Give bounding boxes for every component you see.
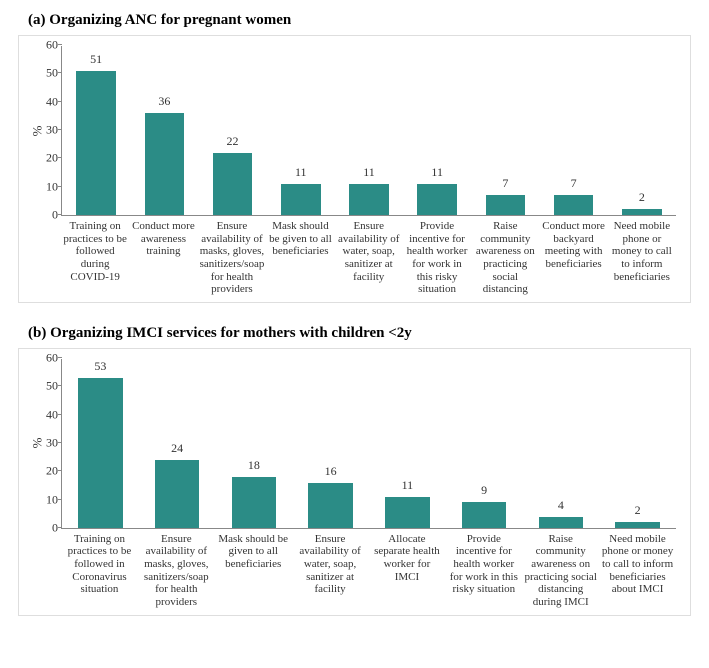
chart-b-bar-slot: 9 xyxy=(446,359,523,528)
chart-a-ytick: 30 xyxy=(34,123,58,138)
chart-b-bar-value: 2 xyxy=(635,503,641,518)
chart-a-bar-rect xyxy=(76,71,116,216)
chart-a-bar-value: 11 xyxy=(363,165,375,180)
chart-b-bar-slot: 2 xyxy=(599,359,676,528)
chart-a-ytick: 40 xyxy=(34,94,58,109)
chart-b-bar-slot: 11 xyxy=(369,359,446,528)
chart-b-ytick: 60 xyxy=(34,350,58,365)
chart-a-bar-slot: 11 xyxy=(335,46,403,215)
chart-a-plot: %0102030405060513622111111772 xyxy=(61,46,676,216)
chart-b-bar-rect xyxy=(462,502,507,528)
chart-a-xlabel: Ensure availability of water, soap, sani… xyxy=(335,216,403,296)
chart-a-ytick: 0 xyxy=(34,208,58,223)
chart-a-bar-value: 36 xyxy=(158,94,170,109)
chart-b-bar-value: 4 xyxy=(558,498,564,513)
chart-a-xlabel: Training on practices to be followed dur… xyxy=(61,216,129,296)
chart-a-xlabel: Need mobile phone or money to call to in… xyxy=(608,216,676,296)
chart-b-xlabel: Training on practices to be followed in … xyxy=(61,529,138,609)
chart-a-ytick: 60 xyxy=(34,38,58,53)
chart-a-ytick: 20 xyxy=(34,151,58,166)
chart-a-xlabels-row: Training on practices to be followed dur… xyxy=(61,216,676,296)
chart-b-bar-rect xyxy=(539,517,584,528)
chart-b-xlabel: Allocate separate health worker for IMCI xyxy=(369,529,446,609)
chart-b-block: (b) Organizing IMCI services for mothers… xyxy=(18,325,691,616)
chart-a-xlabel: Mask should be given to all beneficiarie… xyxy=(266,216,334,296)
chart-b-xlabel: Need mobile phone or money to call to in… xyxy=(599,529,676,609)
chart-b-ytick: 0 xyxy=(34,520,58,535)
chart-a-bar-rect xyxy=(213,153,253,215)
chart-b-bar-value: 9 xyxy=(481,483,487,498)
chart-b-ytick: 20 xyxy=(34,464,58,479)
chart-a-bar-value: 22 xyxy=(227,134,239,149)
chart-a-ytick-mark xyxy=(58,44,62,45)
chart-a-bar-value: 7 xyxy=(502,176,508,191)
chart-a-frame: %0102030405060513622111111772Training on… xyxy=(18,35,691,303)
chart-b-bar-slot: 53 xyxy=(62,359,139,528)
chart-b-bar-rect xyxy=(232,477,277,528)
chart-a-bars-row: 51 36 22 11 11 11 7 7 2 xyxy=(62,46,676,215)
chart-b-bar-value: 24 xyxy=(171,441,183,456)
chart-a-xlabel: Raise community awareness on practicing … xyxy=(471,216,539,296)
chart-a-xlabel: Conduct more awareness training xyxy=(129,216,197,296)
chart-b-bar-value: 11 xyxy=(402,478,414,493)
chart-a-bar-rect xyxy=(145,113,185,215)
chart-b-ytick: 40 xyxy=(34,407,58,422)
chart-b-plot: %01020304050605324181611942 xyxy=(61,359,676,529)
chart-b-bar-rect xyxy=(385,497,430,528)
chart-b-bar-rect xyxy=(615,522,660,528)
chart-a-bar-rect xyxy=(349,184,389,215)
chart-a-bar-slot: 7 xyxy=(540,46,608,215)
chart-b-xlabel: Raise community awareness on practicing … xyxy=(522,529,599,609)
chart-a-bar-value: 7 xyxy=(571,176,577,191)
chart-a-bar-value: 2 xyxy=(639,190,645,205)
chart-a-bar-rect xyxy=(554,195,594,215)
chart-a-bar-slot: 51 xyxy=(62,46,130,215)
chart-a-bar-slot: 36 xyxy=(130,46,198,215)
chart-b-bar-value: 53 xyxy=(94,359,106,374)
chart-a-bar-value: 51 xyxy=(90,52,102,67)
chart-b-bar-slot: 18 xyxy=(216,359,293,528)
chart-a-bar-slot: 22 xyxy=(198,46,266,215)
chart-a-bar-value: 11 xyxy=(431,165,443,180)
chart-b-bar-value: 18 xyxy=(248,458,260,473)
chart-b-bar-rect xyxy=(308,483,353,528)
chart-a-xlabel: Conduct more backyard meeting with benef… xyxy=(539,216,607,296)
chart-a-bar-rect xyxy=(281,184,321,215)
chart-b-ytick: 10 xyxy=(34,492,58,507)
chart-a-bar-rect xyxy=(622,209,662,215)
chart-a-xlabel: Ensure availability of masks, gloves, sa… xyxy=(198,216,267,296)
chart-b-ytick-mark xyxy=(58,357,62,358)
chart-a-bar-slot: 2 xyxy=(608,46,676,215)
chart-b-bars-row: 53 24 18 16 11 9 4 2 xyxy=(62,359,676,528)
chart-b-xlabel: Ensure availability of masks, gloves, sa… xyxy=(138,529,215,609)
chart-b-bar-slot: 24 xyxy=(139,359,216,528)
chart-a-bar-slot: 7 xyxy=(471,46,539,215)
chart-a-bar-slot: 11 xyxy=(403,46,471,215)
chart-b-bar-rect xyxy=(155,460,200,528)
chart-b-ytick: 30 xyxy=(34,435,58,450)
chart-b-xlabel: Ensure availability of water, soap, sani… xyxy=(292,529,369,609)
chart-a-block: (a) Organizing ANC for pregnant women%01… xyxy=(18,12,691,303)
chart-b-bar-value: 16 xyxy=(325,464,337,479)
chart-b-title: (b) Organizing IMCI services for mothers… xyxy=(28,325,691,342)
chart-b-ytick: 50 xyxy=(34,379,58,394)
chart-a-xlabel: Provide incentive for health worker for … xyxy=(403,216,471,296)
chart-b-bar-slot: 4 xyxy=(523,359,600,528)
chart-a-bar-rect xyxy=(417,184,457,215)
chart-a-ytick: 10 xyxy=(34,179,58,194)
chart-a-bar-rect xyxy=(486,195,526,215)
chart-b-bar-slot: 16 xyxy=(292,359,369,528)
chart-b-xlabel: Provide incentive for health worker for … xyxy=(445,529,522,609)
chart-a-bar-slot: 11 xyxy=(267,46,335,215)
chart-a-bar-value: 11 xyxy=(295,165,307,180)
chart-a-title: (a) Organizing ANC for pregnant women xyxy=(28,12,691,29)
chart-a-ytick: 50 xyxy=(34,66,58,81)
chart-b-frame: %01020304050605324181611942Training on p… xyxy=(18,348,691,616)
chart-b-xlabel: Mask should be given to all beneficiarie… xyxy=(215,529,292,609)
chart-b-bar-rect xyxy=(78,378,123,528)
chart-b-xlabels-row: Training on practices to be followed in … xyxy=(61,529,676,609)
